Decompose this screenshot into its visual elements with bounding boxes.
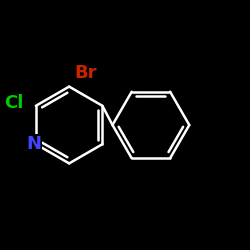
Text: Cl: Cl [4, 94, 24, 112]
Text: Br: Br [74, 64, 96, 82]
Text: N: N [26, 135, 41, 153]
